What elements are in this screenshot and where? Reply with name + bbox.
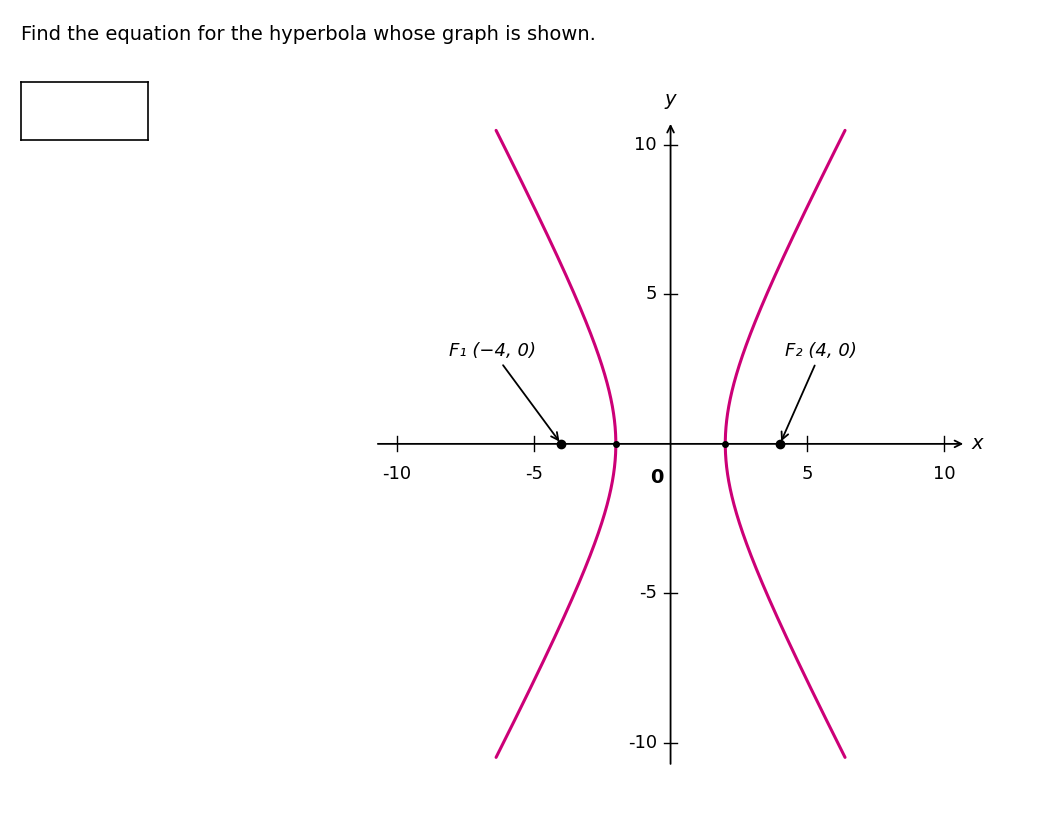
Text: y: y <box>665 90 676 109</box>
Text: -10: -10 <box>627 734 657 752</box>
Text: -10: -10 <box>382 464 412 483</box>
Text: Find the equation for the hyperbola whose graph is shown.: Find the equation for the hyperbola whos… <box>21 25 596 44</box>
Text: 10: 10 <box>635 136 657 154</box>
Text: 5: 5 <box>802 464 813 483</box>
Text: F₁ (−4, 0): F₁ (−4, 0) <box>449 342 559 440</box>
Text: 0: 0 <box>650 468 663 487</box>
Text: x: x <box>972 434 983 454</box>
Text: 5: 5 <box>645 285 657 303</box>
Text: F₂ (4, 0): F₂ (4, 0) <box>781 342 857 440</box>
Text: -5: -5 <box>525 464 543 483</box>
Text: 10: 10 <box>932 464 956 483</box>
Text: -5: -5 <box>639 584 657 603</box>
